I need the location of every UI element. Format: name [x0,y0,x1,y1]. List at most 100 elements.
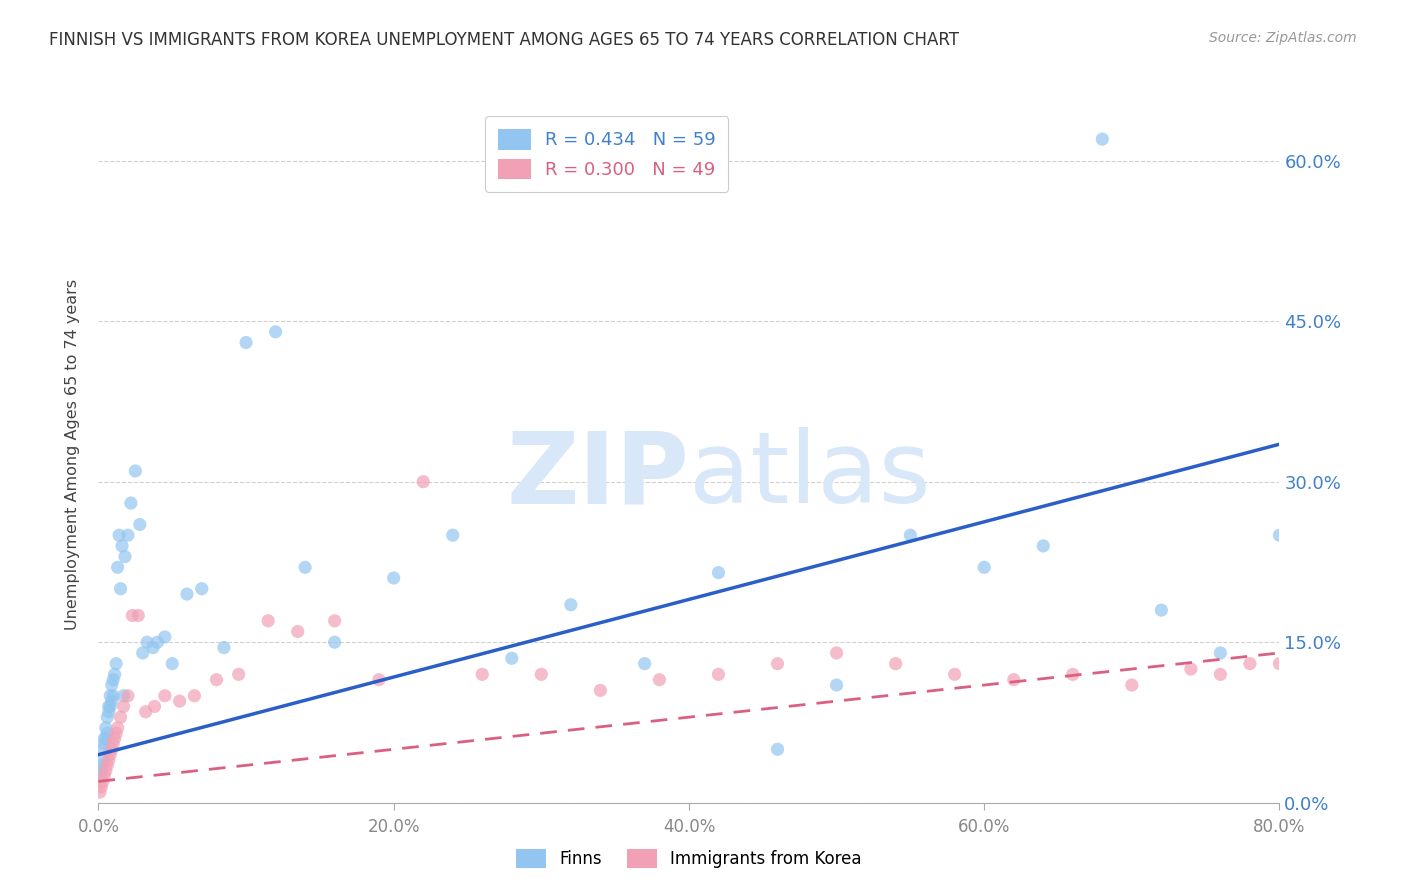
Point [103,673,125,687]
Point [707,566,730,580]
Point [142,640,165,655]
Point [1180,662,1202,676]
Point [93,737,115,751]
Point [94,764,117,778]
Point [153,630,176,644]
Point [104,667,127,681]
Point [162,657,183,671]
Text: FINNISH VS IMMIGRANTS FROM KOREA UNEMPLOYMENT AMONG AGES 65 TO 74 YEARS CORRELAT: FINNISH VS IMMIGRANTS FROM KOREA UNEMPLO… [49,31,959,49]
Point [91,742,114,756]
Point [294,560,316,574]
Point [97,753,120,767]
Point [212,640,235,655]
Point [128,517,150,532]
Point [191,582,214,596]
Y-axis label: Unemployment Among Ages 65 to 74 years: Unemployment Among Ages 65 to 74 years [65,279,80,631]
Point [323,635,346,649]
Point [97,705,120,719]
Point [120,496,142,510]
Point [110,710,132,724]
Point [93,731,115,746]
Legend: Finns, Immigrants from Korea: Finns, Immigrants from Korea [509,842,869,874]
Point [825,678,848,692]
Point [103,689,125,703]
Point [589,683,612,698]
Point [107,721,129,735]
Point [98,747,121,762]
Point [257,614,280,628]
Point [1298,646,1320,660]
Point [136,635,159,649]
Point [112,689,135,703]
Point [90,764,112,778]
Point [114,549,136,564]
Point [900,528,922,542]
Point [89,769,111,783]
Point [111,539,134,553]
Point [1062,667,1084,681]
Point [105,657,128,671]
Point [153,689,176,703]
Point [121,608,143,623]
Point [135,705,157,719]
Point [146,635,169,649]
Point [176,587,198,601]
Point [108,528,131,542]
Point [100,694,122,708]
Point [93,769,115,783]
Point [441,528,464,542]
Point [1121,678,1143,692]
Point [1032,539,1054,553]
Point [112,699,135,714]
Point [91,774,114,789]
Point [228,667,250,681]
Point [943,667,966,681]
Point [471,667,494,681]
Point [648,673,671,687]
Point [766,742,789,756]
Point [124,464,146,478]
Point [107,560,129,574]
Point [501,651,523,665]
Point [89,785,111,799]
Point [98,699,121,714]
Point [96,710,118,724]
Point [117,689,139,703]
Point [264,325,287,339]
Point [1327,651,1350,665]
Point [412,475,434,489]
Point [1209,646,1232,660]
Point [117,528,139,542]
Point [287,624,309,639]
Point [94,731,117,746]
Point [884,657,907,671]
Point [98,689,121,703]
Point [825,646,848,660]
Text: atlas: atlas [689,427,931,524]
Point [1357,662,1379,676]
Point [707,667,730,681]
Point [132,646,155,660]
Point [143,699,166,714]
Point [530,667,553,681]
Point [91,753,114,767]
Point [1268,528,1291,542]
Point [100,678,122,692]
Point [90,758,112,772]
Point [110,582,132,596]
Point [94,721,117,735]
Point [104,731,127,746]
Point [382,571,405,585]
Point [1209,667,1232,681]
Point [1091,132,1114,146]
Point [100,742,122,756]
Point [368,673,391,687]
Point [96,758,118,772]
Point [103,737,125,751]
Point [90,780,112,794]
Point [633,657,655,671]
Point [96,726,118,740]
Point [1239,657,1261,671]
Point [127,608,149,623]
Point [323,614,346,628]
